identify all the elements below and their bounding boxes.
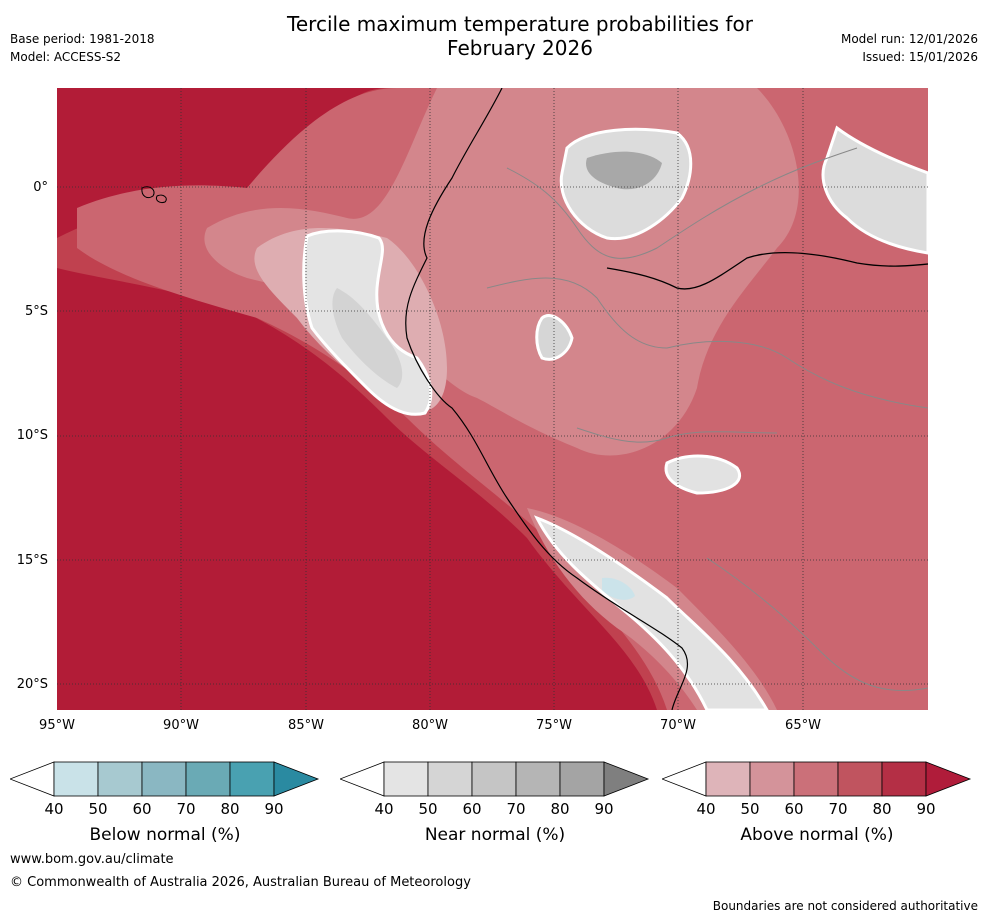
disclaimer-text: Boundaries are not considered authoritat… <box>712 899 978 913</box>
meta-left: Base period: 1981-2018 Model: ACCESS-S2 <box>10 30 155 66</box>
lat-label-20s: 20°S <box>16 677 48 692</box>
near-normal-north-core <box>586 151 662 190</box>
colorbar-tick-label: 60 <box>784 800 804 818</box>
colorbar-tick-label: 70 <box>176 800 196 818</box>
lon-label-80w: 80°W <box>412 718 448 733</box>
colorbar-tick-label: 70 <box>506 800 526 818</box>
lat-label-10s: 10°S <box>16 428 48 443</box>
meta-right: Model run: 12/01/2026 Issued: 15/01/2026 <box>841 30 978 66</box>
lon-label-90w: 90°W <box>163 718 199 733</box>
lon-label-95w: 95°W <box>39 718 75 733</box>
lat-label-15s: 15°S <box>16 553 48 568</box>
colorbar-swatch <box>749 761 795 797</box>
lon-label-85w: 85°W <box>288 718 324 733</box>
near-normal-south-coast <box>533 515 769 710</box>
colorbar-extend-low <box>10 761 55 797</box>
colorbar-above-normal-title: Above normal (%) <box>740 825 894 845</box>
colorbar-swatch <box>837 761 883 797</box>
colorbar-tick-label: 80 <box>220 800 240 818</box>
lat-label-0: 0° <box>33 180 48 195</box>
model-run: Model run: 12/01/2026 <box>840 32 978 46</box>
colorbar-above-normal-swatches <box>662 761 972 797</box>
colorbar-below-normal-swatches <box>10 761 320 797</box>
country-borders <box>486 147 928 692</box>
colorbar-below-normal-title: Below normal (%) <box>89 825 241 845</box>
colorbar-near-normal: 40 50 60 70 80 90 Near normal (%) <box>340 760 650 850</box>
colorbar-tick-label: 40 <box>374 800 394 818</box>
colorbar-tick-label: 40 <box>44 800 64 818</box>
issued-date: Issued: 15/01/2026 <box>862 50 978 64</box>
colorbar-swatch <box>97 761 143 797</box>
lon-label-70w: 70°W <box>660 718 696 733</box>
colorbar-tick-label: 70 <box>828 800 848 818</box>
south-america-coastline <box>405 88 688 710</box>
base-period: Base period: 1981-2018 <box>10 32 155 46</box>
colorbar-tick-label: 80 <box>550 800 570 818</box>
colorbar-extend-high <box>273 761 320 797</box>
colorbar-extend-low <box>662 761 707 797</box>
colorbar-below-normal: 40 50 60 70 80 90 Below normal (%) <box>10 760 320 850</box>
title-line-1: Tercile maximum temperature probabilitie… <box>287 12 753 36</box>
colorbar-above-normal: 40 50 60 70 80 90 Above normal (%) <box>662 760 972 850</box>
near-normal-peru-core <box>332 288 403 388</box>
colorbar-tick-label: 50 <box>740 800 760 818</box>
lon-label-75w: 75°W <box>536 718 572 733</box>
lon-label-65w: 65°W <box>785 718 821 733</box>
copyright-text: © Commonwealth of Australia 2026, Austra… <box>10 875 471 890</box>
colorbar-swatch <box>471 761 517 797</box>
graticule <box>57 88 928 710</box>
amazon-river <box>606 251 928 290</box>
colorbar-swatch <box>141 761 187 797</box>
colorbar-swatch <box>383 761 429 797</box>
colorbar-swatch <box>705 761 751 797</box>
colorbar-swatch <box>881 761 927 797</box>
model-name: Model: ACCESS-S2 <box>10 50 122 64</box>
colorbar-tick-label: 60 <box>132 800 152 818</box>
chart-title: Tercile maximum temperature probabilitie… <box>200 12 840 60</box>
near-normal-lake <box>664 454 741 495</box>
colorbar-tick-label: 60 <box>462 800 482 818</box>
probability-map <box>57 88 928 710</box>
website-link[interactable]: www.bom.gov.au/climate <box>10 852 174 867</box>
colorbar-extend-low <box>340 761 385 797</box>
below-normal-patch <box>602 577 635 600</box>
near-normal-northeast <box>821 125 928 255</box>
colorbar-swatch <box>793 761 839 797</box>
colorbar-tick-label: 90 <box>264 800 284 818</box>
lat-label-5s: 5°S <box>24 304 48 319</box>
colorbar-tick-label: 50 <box>88 800 108 818</box>
colorbar-extend-high <box>925 761 972 797</box>
colorbar-swatch <box>229 761 275 797</box>
colorbar-swatch <box>185 761 231 797</box>
colorbar-swatch <box>515 761 561 797</box>
colorbar-swatch <box>53 761 99 797</box>
colorbar-swatch <box>559 761 605 797</box>
colorbar-tick-label: 80 <box>872 800 892 818</box>
colorbar-tick-label: 90 <box>594 800 614 818</box>
title-line-2: February 2026 <box>447 36 593 60</box>
colorbar-tick-label: 90 <box>916 800 936 818</box>
colorbar-near-normal-swatches <box>340 761 650 797</box>
colorbar-swatch <box>427 761 473 797</box>
colorbar-extend-high <box>603 761 650 797</box>
colorbar-near-normal-title: Near normal (%) <box>424 825 566 845</box>
colorbar-tick-label: 40 <box>696 800 716 818</box>
galapagos-islands <box>141 186 167 203</box>
colorbar-tick-label: 50 <box>418 800 438 818</box>
